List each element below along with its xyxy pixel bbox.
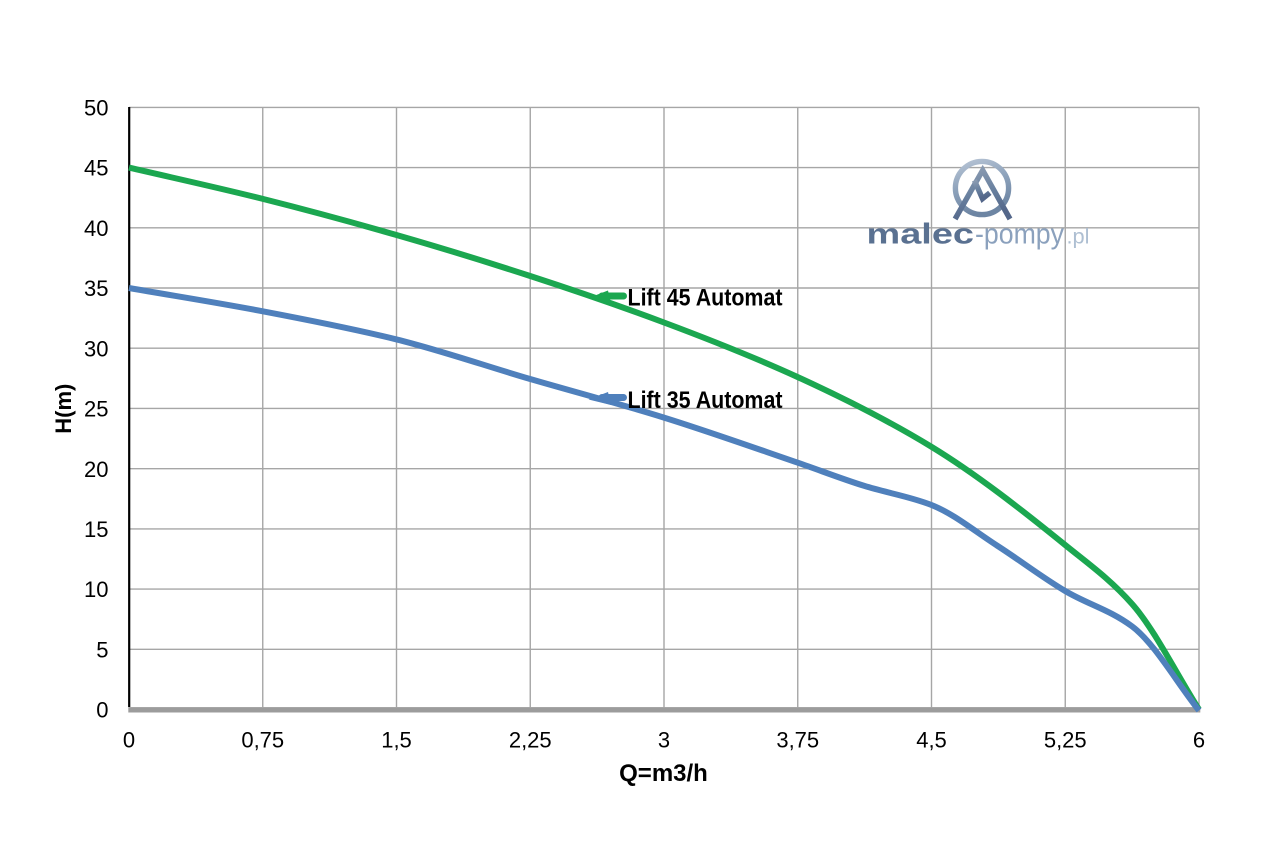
svg-text:Q=m3/h: Q=m3/h [619,760,708,787]
svg-text:2,25: 2,25 [509,727,552,752]
svg-text:0: 0 [96,698,108,723]
svg-text:40: 40 [84,216,108,241]
svg-text:35: 35 [84,276,108,301]
svg-text:0,75: 0,75 [241,727,284,752]
svg-text:H(m): H(m) [51,384,76,434]
svg-text:Lift 35 Automat: Lift 35 Automat [628,387,783,414]
svg-text:5,25: 5,25 [1044,727,1087,752]
svg-text:malec: malec [867,219,975,251]
svg-text:50: 50 [84,96,108,121]
svg-text:15: 15 [84,517,108,542]
svg-text:4,5: 4,5 [916,727,947,752]
svg-text:20: 20 [84,457,108,482]
svg-text:30: 30 [84,336,108,361]
svg-text:3,75: 3,75 [776,727,819,752]
svg-text:0: 0 [123,727,135,752]
svg-text:Lift 45 Automat: Lift 45 Automat [628,285,783,312]
svg-text:-pompy: -pompy [975,219,1064,251]
svg-text:1,5: 1,5 [381,727,412,752]
svg-text:5: 5 [96,637,108,662]
svg-text:45: 45 [84,156,108,181]
svg-text:10: 10 [84,577,108,602]
svg-text:.pl: .pl [1067,226,1090,249]
svg-text:3: 3 [658,727,670,752]
svg-text:6: 6 [1193,727,1205,752]
svg-text:25: 25 [84,397,108,422]
